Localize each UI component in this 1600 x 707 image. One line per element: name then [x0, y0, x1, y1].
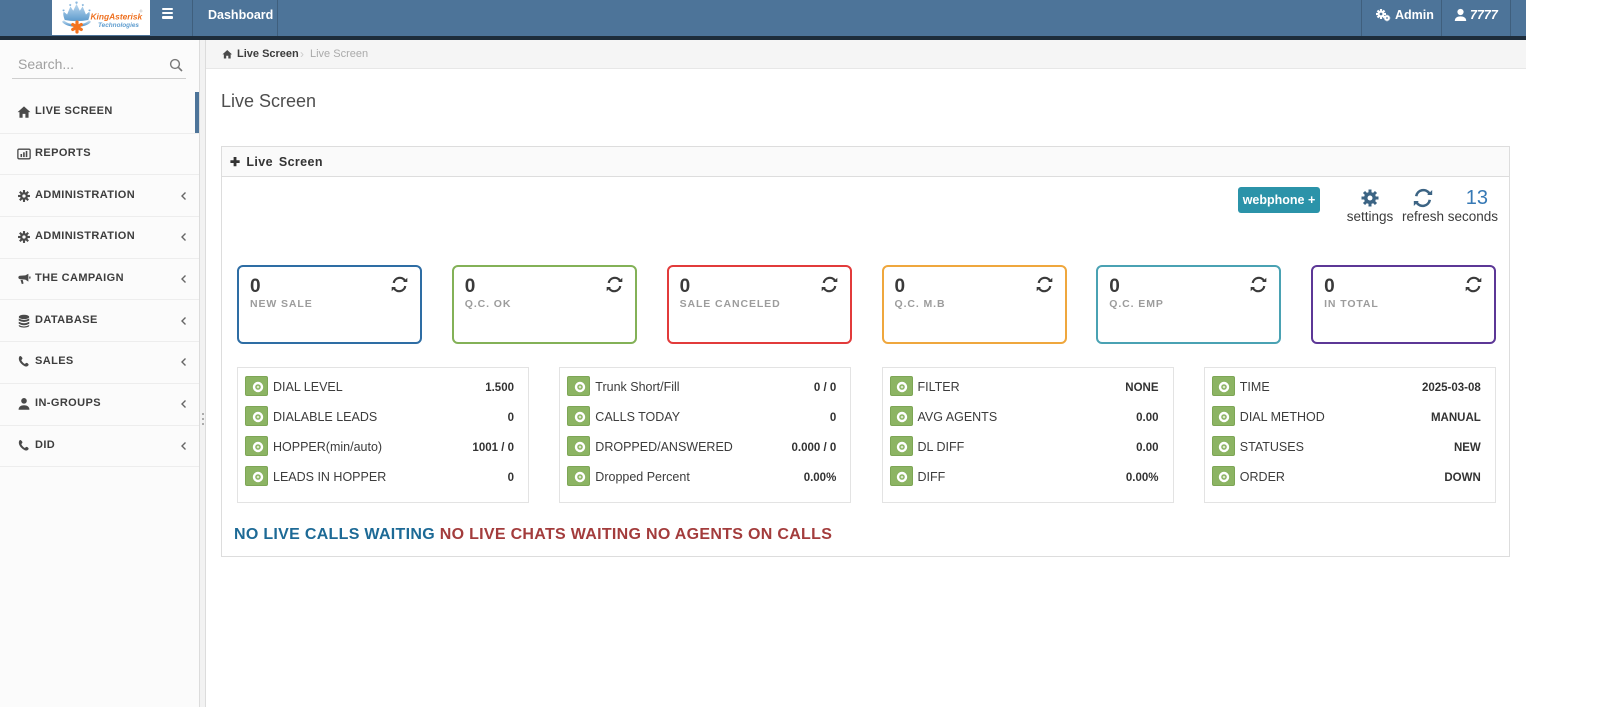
svg-text:KingAsterisk: KingAsterisk: [91, 12, 143, 22]
svg-text:®: ®: [140, 9, 143, 14]
svg-text:Technologies: Technologies: [98, 22, 139, 29]
